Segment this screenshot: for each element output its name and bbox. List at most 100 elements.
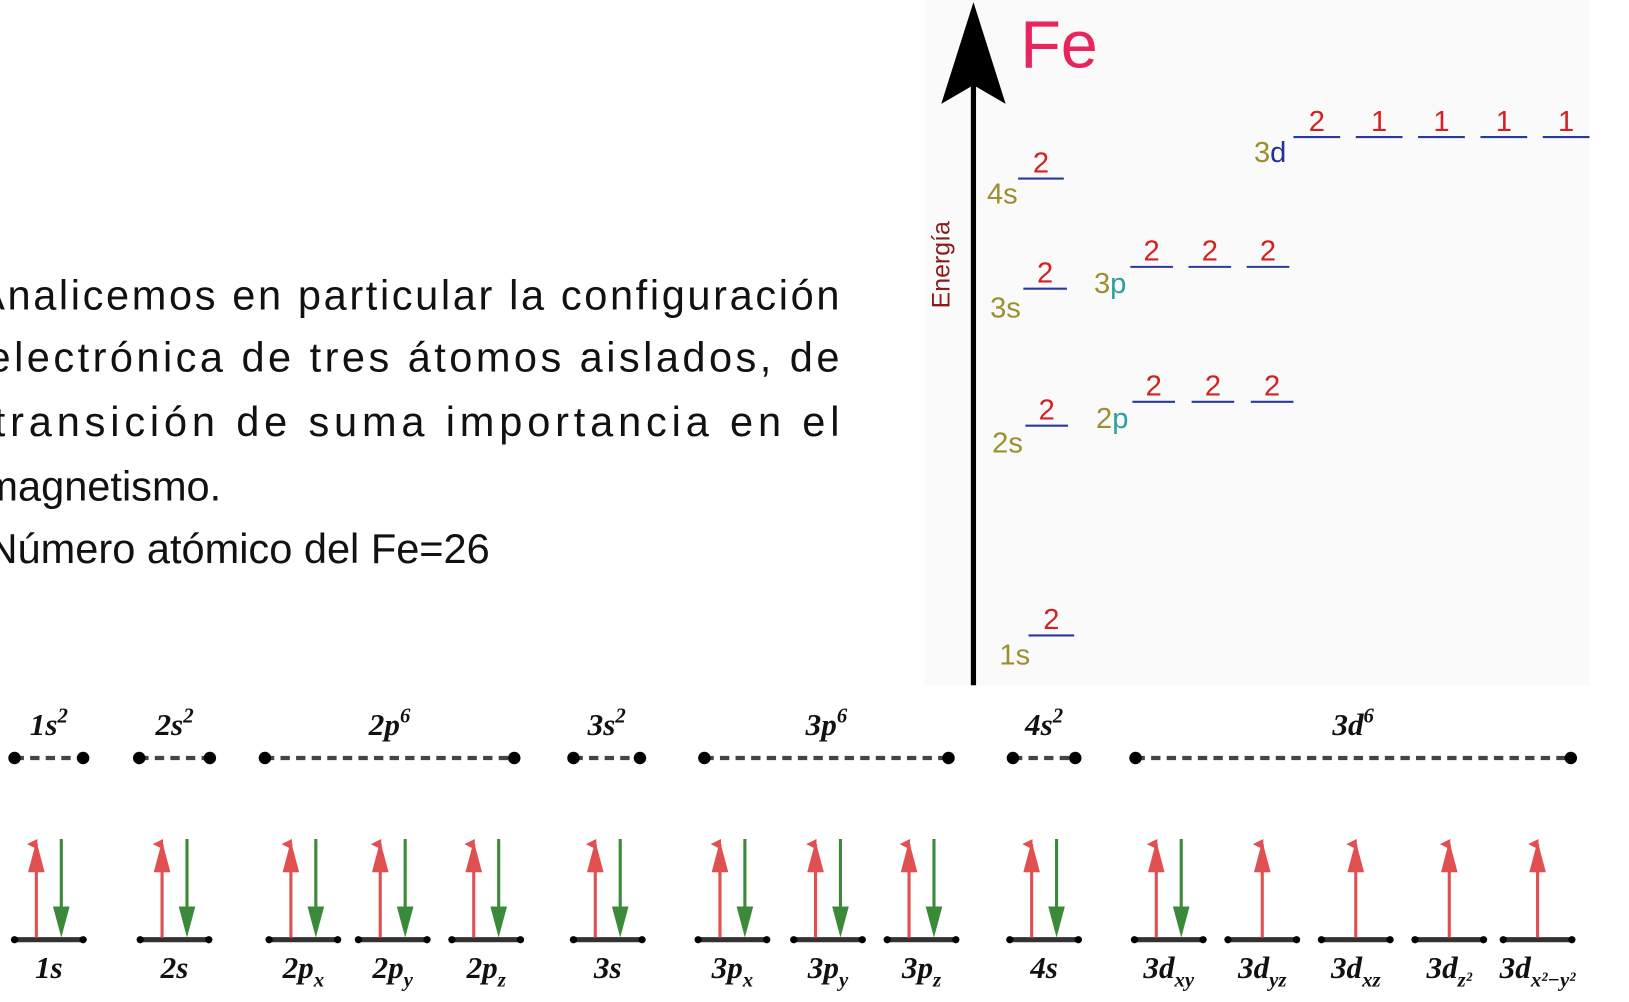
orbital-dot [1411, 936, 1419, 944]
group-label: 2p6 [368, 705, 411, 742]
diagram-panel [924, 0, 1590, 686]
orbital-label: 2px [282, 950, 325, 991]
orbital-dot [763, 936, 771, 944]
spin-down-head [1048, 906, 1065, 938]
orbital-base: 1s [35, 950, 63, 985]
group-base: 4s [1024, 707, 1053, 742]
orbital-label: 2pz [466, 950, 506, 991]
energy-label: Energía [928, 221, 956, 308]
orbital-sub: x²−y² [1530, 968, 1576, 991]
orbital-dot [10, 936, 19, 944]
occupancy: 1 [1558, 106, 1574, 138]
group-base: 2s [154, 707, 183, 742]
paragraph-line: electrónica de tres átomos aislados, de [0, 334, 839, 381]
group-sup: 2 [1052, 705, 1063, 728]
spin-down-head [396, 906, 414, 938]
orbital-label: 3dyz [1237, 950, 1286, 991]
group-base: 2p [368, 707, 400, 742]
orbital-label: 4s [1029, 950, 1058, 985]
spin-down-head [178, 906, 196, 938]
orbital-dot [1317, 936, 1326, 944]
spin-up-head [586, 841, 604, 873]
spin-down-head [490, 906, 507, 938]
orbital-base: 2s [160, 950, 189, 985]
occupancy: 2 [1309, 106, 1325, 138]
group-dot [76, 751, 90, 765]
orbital-base: 3d [1237, 950, 1270, 985]
group-sup: 6 [1364, 705, 1375, 728]
occupancy: 2 [1037, 257, 1053, 289]
group-base: 3p [805, 707, 837, 742]
orbital-dot [136, 936, 144, 944]
orbital-sub: x [742, 968, 753, 991]
orbital-base: 3d [1142, 950, 1175, 985]
orbital-label: 3py [807, 950, 849, 991]
level-label: 2p [1096, 403, 1128, 435]
orbital-sub: x [313, 968, 324, 991]
level-letter: s [1003, 179, 1018, 211]
orbital-dot [448, 936, 456, 944]
group-dot [942, 751, 955, 765]
orbital-base: 4s [1029, 950, 1058, 985]
orbital-label: 3dxz [1330, 950, 1381, 991]
orbital-sub: z² [1457, 968, 1473, 991]
group-sup: 6 [837, 705, 848, 728]
orbital-label: 2s [160, 950, 189, 985]
level-number: 1 [999, 640, 1015, 672]
spin-up-head [153, 841, 171, 873]
orbital-dot [1130, 936, 1139, 944]
orbital-dot [1224, 936, 1232, 944]
orbital-dot [1199, 936, 1207, 944]
group-label: 3d6 [1331, 705, 1374, 742]
spin-up-head [807, 841, 824, 873]
level-label: 3p [1094, 268, 1126, 300]
orbital-base: 2p [282, 950, 314, 985]
spin-down-head [52, 906, 70, 938]
orbital-dot [1074, 936, 1083, 944]
orbital-label: 3dx²−y² [1499, 950, 1577, 991]
group-dot [567, 751, 580, 765]
spin-up-head [1147, 841, 1165, 873]
orbital-sub: z [497, 968, 506, 991]
energy-arrowhead [941, 2, 1006, 104]
level-letter: s [1008, 428, 1023, 460]
orbital-dot [205, 936, 213, 944]
group-label: 4s2 [1024, 705, 1063, 742]
orbital-dot [1479, 936, 1488, 944]
orbital-base: 3d [1426, 950, 1459, 985]
spin-up-head [465, 841, 483, 873]
orbital-dot [790, 936, 798, 944]
occupancy: 2 [1202, 236, 1218, 268]
spin-up-head [1253, 841, 1271, 873]
group-sup: 2 [56, 705, 67, 728]
level-label: 3d [1254, 137, 1286, 169]
level-label: 3s [990, 293, 1021, 325]
orbital-dot [694, 936, 702, 944]
occupancy: 2 [1260, 236, 1276, 268]
paragraph-line: Número atómico del Fe=26 [0, 525, 490, 572]
level-number: 3 [990, 293, 1006, 325]
orbital-base: 3s [593, 950, 622, 985]
level-label: 4s [987, 179, 1018, 211]
group-dot [633, 751, 647, 765]
orbital-label: 3s [593, 950, 622, 985]
level-number: 3 [1094, 268, 1110, 300]
orbital-base: 3p [901, 950, 933, 985]
orbital-base: 3d [1330, 950, 1363, 985]
spin-up-head [1440, 841, 1458, 873]
group-label: 1s2 [30, 705, 68, 742]
group-dot [1006, 751, 1020, 765]
orbital-base: 2p [466, 950, 498, 985]
orbital-label: 3pz [901, 950, 941, 991]
occupancy: 2 [1264, 371, 1280, 403]
group-label: 3s2 [587, 705, 626, 742]
spin-up-head [1023, 841, 1040, 873]
spin-down-head [1172, 906, 1190, 938]
orbital-sub: xy [1174, 968, 1195, 991]
spin-up-head [282, 841, 300, 873]
orbital-dot [1386, 936, 1394, 944]
spin-up-head [1347, 841, 1365, 873]
level-letter: s [1016, 640, 1031, 672]
occupancy: 1 [1433, 106, 1449, 138]
